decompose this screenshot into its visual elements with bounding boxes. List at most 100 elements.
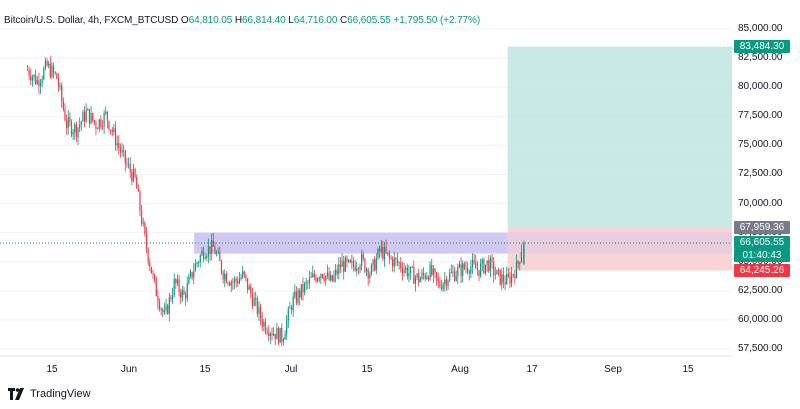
candle-body	[198, 262, 200, 264]
open-key: O	[180, 15, 189, 26]
candle-body	[74, 124, 76, 133]
candle-body	[259, 306, 262, 319]
candle-body	[422, 272, 425, 276]
candle-body	[359, 266, 361, 270]
close-key: C	[340, 15, 348, 26]
candle-body	[409, 266, 412, 274]
candle-body	[183, 289, 185, 295]
candle-body	[261, 318, 263, 327]
candle-body	[178, 279, 180, 292]
candle-body	[352, 261, 355, 266]
change-value: +1,795.50 (+2.77%)	[393, 15, 481, 26]
price-axis-label: 62,500.00	[738, 284, 783, 296]
candle-body	[175, 279, 177, 284]
candle-body	[514, 274, 516, 279]
candle-body	[326, 272, 329, 276]
candle-body	[405, 267, 407, 270]
candle-body	[39, 82, 42, 87]
candle-body	[41, 78, 43, 83]
candle-body	[211, 240, 213, 255]
price-axis-label: 75,000.00	[738, 139, 783, 151]
symbol-title[interactable]: Bitcoin/U.S. Dollar, 4h, FXCM_BTCUSD	[4, 15, 179, 26]
candle-body	[154, 274, 156, 280]
candle-body	[258, 306, 260, 314]
tradingview-name: TradingView	[30, 388, 91, 400]
candle-body	[467, 267, 469, 272]
candle-body	[52, 65, 55, 73]
candle-body	[92, 113, 94, 121]
candle-body	[180, 291, 182, 298]
resistance-zone-overlap	[507, 232, 732, 254]
candle-body	[419, 278, 421, 283]
candle-body	[465, 267, 467, 269]
candle-body	[30, 75, 32, 81]
candle-body	[483, 259, 485, 273]
candle-body	[165, 305, 167, 311]
candle-body	[160, 309, 162, 310]
candle-body	[295, 291, 298, 303]
candle-body	[455, 276, 457, 281]
candle-body	[339, 264, 342, 267]
candle-body	[43, 68, 45, 79]
price-axis-label: 85,000.00	[738, 23, 783, 34]
candle-body	[238, 278, 240, 284]
candle-body	[378, 248, 381, 252]
candle-body	[276, 328, 278, 340]
candle-body	[304, 283, 306, 293]
candle-body	[312, 273, 314, 277]
candle-body	[110, 129, 112, 131]
candle-body	[129, 164, 131, 173]
candle-body	[118, 143, 120, 148]
candle-body	[162, 309, 164, 312]
price-axis-label: 72,500.00	[738, 168, 783, 180]
candle-body	[507, 274, 509, 277]
loss-zone[interactable]	[507, 227, 732, 271]
candle-body	[486, 260, 488, 265]
candle-body	[77, 127, 79, 138]
candle-body	[429, 264, 431, 280]
candle-body	[232, 282, 234, 283]
candle-body	[300, 284, 302, 298]
candle-body	[370, 265, 373, 275]
candle-body	[199, 255, 201, 263]
candle-body	[302, 284, 304, 293]
candle-body	[193, 271, 195, 278]
candle-body	[330, 275, 332, 280]
candle-body	[499, 270, 501, 285]
candle-body	[132, 168, 135, 182]
candle-body	[250, 286, 252, 295]
candle-body	[26, 69, 29, 71]
candle-body	[209, 246, 211, 255]
candle-body	[437, 278, 439, 281]
candle-body	[343, 261, 345, 272]
candle-body	[491, 258, 493, 262]
resistance-zone[interactable]	[194, 232, 508, 254]
profit-zone[interactable]	[507, 46, 732, 228]
candle-body	[158, 302, 161, 310]
candle-body	[354, 265, 356, 271]
candle-body	[515, 261, 518, 279]
candle-body	[377, 248, 379, 259]
time-axis-label: Jul	[284, 364, 298, 375]
low-value: 64,716.00	[293, 15, 338, 26]
candle-body	[385, 247, 387, 253]
candle-body	[481, 259, 483, 264]
tradingview-logo[interactable]: TradingView	[8, 388, 91, 400]
candle-body	[452, 271, 454, 273]
low-key: L	[288, 15, 294, 26]
candle-body	[242, 271, 244, 278]
candle-body	[338, 264, 340, 274]
candle-body	[83, 111, 86, 122]
candle-body	[361, 254, 363, 267]
candle-body	[150, 266, 152, 274]
candle-body	[229, 283, 231, 286]
candle-body	[426, 277, 428, 279]
candle-body	[348, 259, 350, 262]
symbol-header[interactable]: Bitcoin/U.S. Dollar, 4h, FXCM_BTCUSD O 64…	[4, 15, 480, 26]
candle-body	[33, 74, 35, 77]
candle-body	[440, 286, 443, 290]
time-axis-label: Jun	[120, 364, 138, 375]
candle-body	[331, 275, 333, 282]
candle-body	[308, 277, 311, 283]
